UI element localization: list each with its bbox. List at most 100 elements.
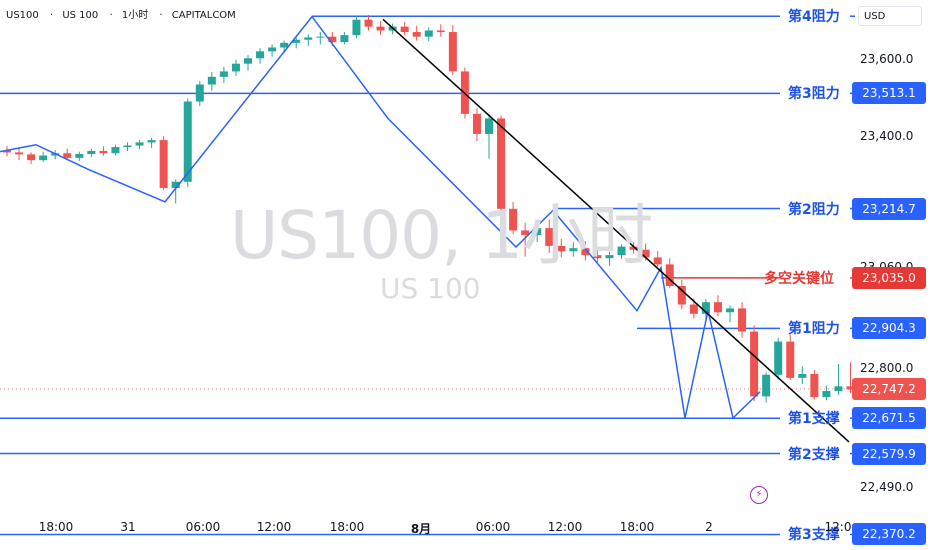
candle-body [738,308,747,332]
candle-body [605,255,614,259]
candle-body [27,154,36,161]
x-tick-label: 18:00 [329,520,365,534]
separator: · [159,10,163,21]
currency-selector[interactable]: USD [858,6,922,26]
level-price-tag: 22,370.2 [852,523,926,546]
candle-body [521,230,530,236]
candle-body [3,150,11,153]
x-tick-label: 12:00 [256,520,292,534]
candle-body [244,58,252,64]
level-price-tag: 23,513.1 [852,82,926,105]
candle-body [472,113,481,134]
candle-body [183,101,192,182]
x-tick-label: 18:00 [38,520,74,534]
level-label: 多空关键位 [764,270,834,287]
watermark-title: US100, 1小时 [230,197,653,274]
zigzag-line [0,15,761,420]
level-price-tag: 22,671.5 [852,407,926,430]
candle-body [497,118,506,209]
candle-body [750,331,759,397]
candle-body [569,248,578,252]
candle-body [834,386,843,391]
level-label: 第1支撑 [788,411,840,428]
candle-body [292,39,301,43]
candle-body [762,374,771,397]
level-price-tag: 22,579.9 [852,442,926,465]
candle-body [75,154,84,158]
level-label: 第1阻力 [788,321,840,338]
instrument-name: US 100 [62,10,99,21]
candle-body [786,341,795,378]
candle-body [147,140,156,143]
candle-body [557,245,566,252]
candle-body [123,145,132,148]
x-tick-label: 06:00 [185,520,221,534]
candle-body [340,35,349,43]
candle-body [677,286,686,305]
symbol-label: US100 [6,10,39,21]
candle-body [159,140,168,188]
candle-body [846,386,855,390]
candle-body [653,257,662,265]
chart-header: US100 · US 100 · 1小时 · CAPITALCOM [6,6,238,21]
x-tick-label: 18:00 [619,520,655,534]
candle-body [364,19,373,27]
candle-body [135,142,144,146]
candle-body [400,26,409,33]
candle-body [171,181,180,188]
current-price-tag: 22,747.2 [852,377,926,400]
candle-body [207,76,216,85]
x-tick-label: 12:00 [547,520,583,534]
candle-body [545,228,554,246]
candle-body [39,155,48,161]
x-tick-label: 8月 [410,522,432,536]
lightning-icon[interactable]: ⚡ [750,486,768,504]
y-tick-label: 22,490.0 [860,480,914,495]
level-label: 第2阻力 [788,201,840,218]
candle-body [713,302,722,313]
candle-body [436,30,445,33]
level-label: 第2支撑 [788,446,840,463]
separator: · [109,10,113,21]
candle-body [485,118,493,134]
candle-body [581,248,590,256]
candle-body [810,374,819,398]
candle-body [665,264,674,286]
candle-body [87,150,96,154]
candle-body [15,152,24,155]
candle-body [195,84,204,102]
candle-body [63,153,72,158]
candle-body [352,19,361,36]
candle-body [641,249,650,258]
candle-body [424,30,433,37]
y-tick-label: 23,400.0 [860,129,914,144]
x-tick-label: 2 [705,520,713,534]
candle-body [689,304,698,314]
x-tick-label: 31 [120,520,136,534]
candle-body [509,208,518,231]
candle-body [617,246,626,256]
candle-body [268,47,277,52]
candle-body [231,63,240,72]
x-tick-label: 12:0 [824,520,852,534]
candle-body [99,150,108,154]
candle-body [376,26,385,31]
level-price-tag: 23,214.7 [852,197,926,220]
candle-body [280,42,289,48]
candle-body [798,374,807,378]
level-price-tag: 23,035.0 [852,266,926,289]
candle-body [412,32,421,37]
candle-body [701,302,710,314]
candle-body [629,246,638,250]
level-label: 第4阻力 [788,9,840,26]
x-tick-label: 06:00 [475,520,511,534]
interval-label[interactable]: 1小时 [121,10,149,21]
candle-body [304,37,313,40]
candle-body [316,36,325,38]
broker-label: CAPITALCOM [171,10,236,21]
y-tick-label: 22,800.0 [860,360,914,375]
watermark-subtitle: US 100 [380,272,481,305]
level-label: 第3阻力 [788,86,840,103]
candle-body [593,255,602,259]
